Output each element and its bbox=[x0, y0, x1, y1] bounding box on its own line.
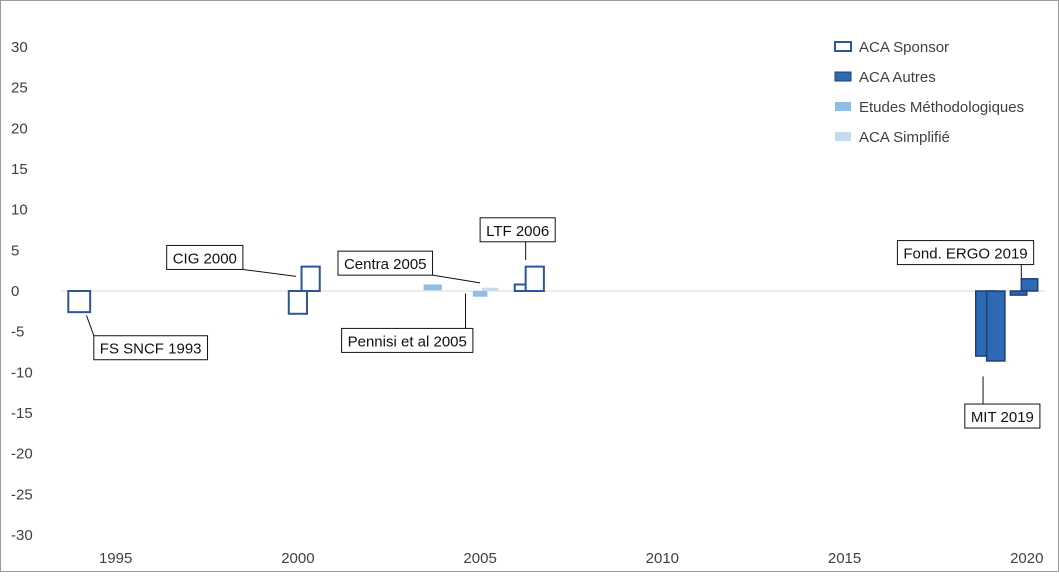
x-tick-label: 2010 bbox=[646, 550, 679, 567]
y-tick-label: 5 bbox=[11, 242, 19, 259]
x-tick-label: 2000 bbox=[281, 550, 314, 567]
y-tick-label: 0 bbox=[11, 283, 19, 300]
callout-leader bbox=[242, 268, 297, 277]
callout-leader bbox=[432, 274, 481, 284]
legend: ACA Sponsor ACA Autres Etudes Méthodologiq… bbox=[834, 39, 1024, 146]
callout-box bbox=[93, 335, 209, 361]
callout-label: LTF 2006 bbox=[486, 223, 549, 240]
y-tick-label: -30 bbox=[11, 527, 33, 544]
callout-box bbox=[479, 217, 556, 243]
callout: Centra 2005 bbox=[337, 250, 481, 284]
y-tick-label: 20 bbox=[11, 120, 28, 137]
bar-aca-simplifi bbox=[481, 287, 499, 291]
annotation-layer: FS SNCF 1993 CIG 2000 Centra 2005 Pennisi e… bbox=[86, 217, 1041, 429]
callout: Fond. ERGO 2019 bbox=[896, 240, 1035, 278]
legend-swatch bbox=[834, 71, 852, 82]
callout-label: Centra 2005 bbox=[344, 256, 427, 273]
callout-label: Fond. ERGO 2019 bbox=[903, 246, 1027, 263]
legend-label: ACA Simplifié bbox=[859, 129, 950, 146]
callout: FS SNCF 1993 bbox=[86, 315, 209, 361]
callout-box bbox=[964, 403, 1041, 429]
bar-aca-autres bbox=[985, 290, 1006, 362]
legend-swatch bbox=[835, 102, 851, 111]
legend-label: Etudes Méthodologiques bbox=[859, 99, 1024, 116]
callout-label: FS SNCF 1993 bbox=[100, 341, 202, 358]
bar-aca-autres bbox=[1020, 278, 1039, 292]
y-tick-label: -15 bbox=[11, 405, 33, 422]
callout-box bbox=[341, 327, 474, 353]
y-tick-label: -5 bbox=[11, 324, 24, 341]
y-tick-label: 10 bbox=[11, 202, 28, 219]
bar-aca-sponsor bbox=[300, 265, 321, 293]
callout: CIG 2000 bbox=[166, 244, 297, 277]
y-tick-label: 25 bbox=[11, 80, 28, 97]
callout-leader bbox=[86, 315, 95, 336]
x-tick-label: 1995 bbox=[99, 550, 132, 567]
y-tick-label: 30 bbox=[11, 39, 28, 56]
callout-box bbox=[166, 244, 244, 270]
bar-etudes-m-thodologiques bbox=[423, 284, 442, 291]
y-tick-label: -10 bbox=[11, 364, 33, 381]
bar-aca-sponsor bbox=[287, 290, 308, 315]
bar-aca-autres bbox=[1009, 290, 1028, 296]
bar-layer bbox=[67, 265, 1039, 362]
callout: LTF 2006 bbox=[479, 217, 556, 261]
x-tick-label: 2015 bbox=[828, 550, 861, 567]
legend-swatch bbox=[834, 41, 852, 52]
callout-box bbox=[896, 240, 1035, 266]
callout-box bbox=[337, 250, 434, 276]
callout-label: Pennisi et al 2005 bbox=[348, 333, 467, 350]
legend-label: ACA Autres bbox=[859, 69, 936, 86]
callout: MIT 2019 bbox=[964, 376, 1041, 429]
bar-etudes-m-thodologiques bbox=[472, 291, 488, 297]
bar-aca-sponsor bbox=[67, 290, 92, 314]
callout-label: CIG 2000 bbox=[173, 250, 237, 267]
legend-label: ACA Sponsor bbox=[859, 39, 949, 56]
callout: Pennisi et al 2005 bbox=[341, 293, 474, 353]
legend-swatch bbox=[835, 132, 851, 141]
y-tick-label: -25 bbox=[11, 486, 33, 503]
y-tick-label: 15 bbox=[11, 161, 28, 178]
callout-label: MIT 2019 bbox=[971, 409, 1034, 426]
x-tick-label: 2020 bbox=[1010, 550, 1043, 567]
bar-aca-sponsor bbox=[524, 265, 545, 293]
x-tick-label: 2005 bbox=[463, 550, 496, 567]
y-tick-label: -20 bbox=[11, 446, 33, 463]
